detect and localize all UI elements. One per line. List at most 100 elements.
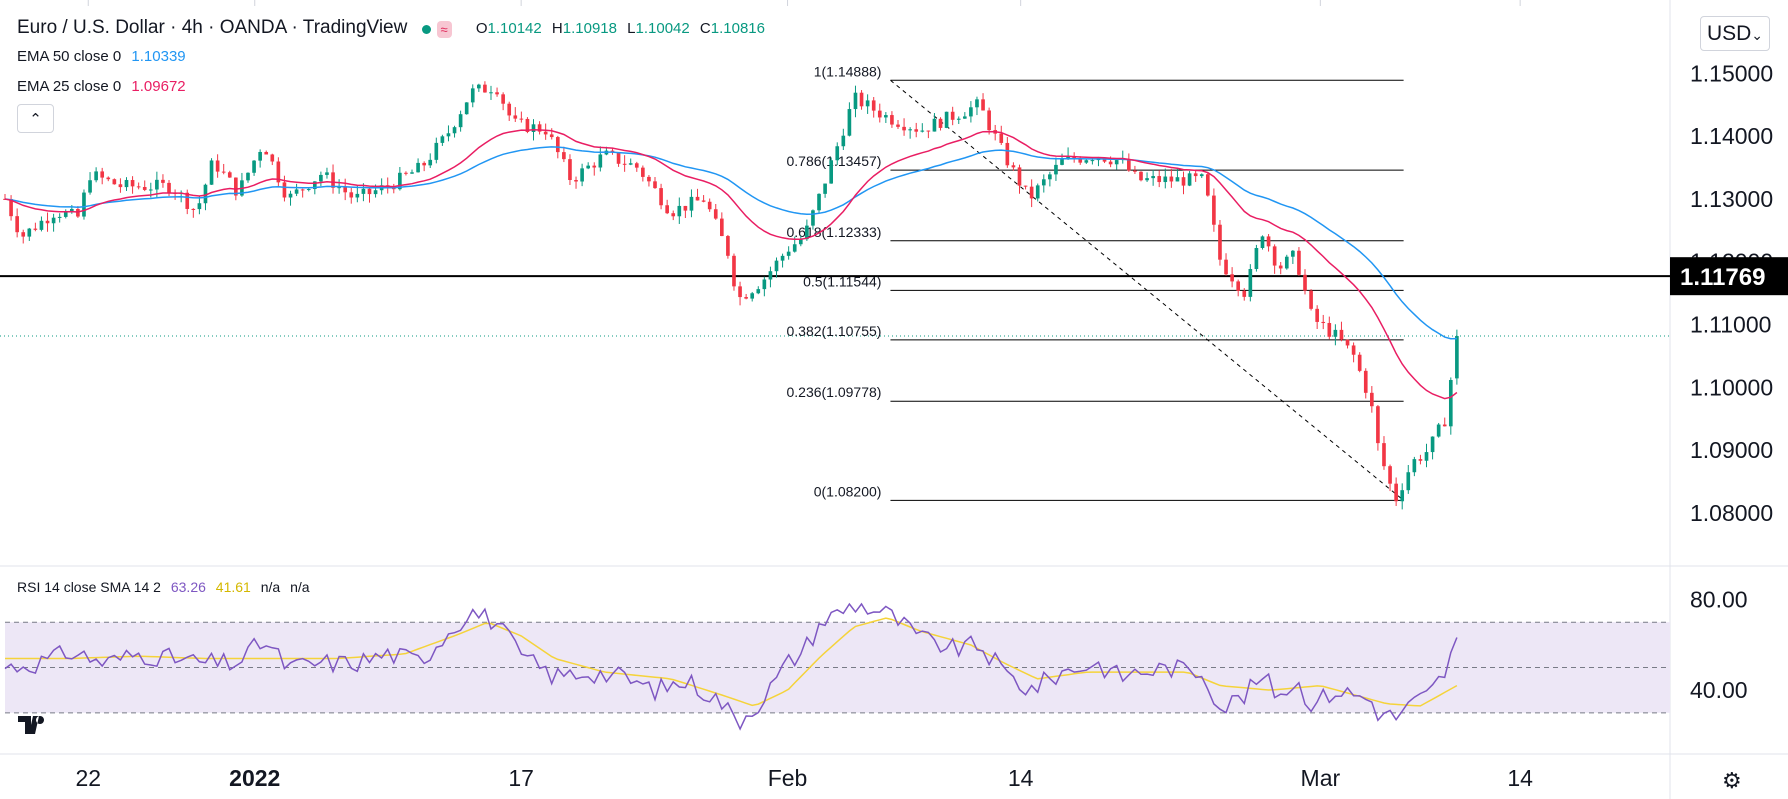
candle-body	[956, 118, 961, 120]
market-open-dot	[421, 24, 431, 34]
candle-body	[94, 171, 98, 181]
candle-body	[1066, 156, 1070, 159]
candle-body	[483, 84, 487, 93]
candle-body	[124, 180, 129, 188]
candle-body	[306, 189, 311, 191]
candle-body	[1187, 173, 1192, 186]
candle-body	[1181, 177, 1186, 186]
candle-body	[841, 135, 846, 147]
candle-body	[1260, 236, 1265, 248]
candle-body	[1108, 161, 1113, 165]
candle-body	[659, 188, 663, 206]
fib-level-label: 0.786(1.13457)	[786, 153, 881, 169]
candle-body	[33, 228, 38, 230]
candle-body	[1175, 177, 1180, 182]
horizontal-level-label: 1.11769	[1680, 264, 1765, 291]
candle-body	[9, 199, 13, 217]
candle-body	[155, 179, 159, 190]
candle-body	[373, 190, 378, 195]
candle-body	[1218, 224, 1222, 260]
price-axis-tick-label: 1.11000	[1690, 311, 1771, 337]
fib-level-label: 0.236(1.09778)	[786, 384, 881, 400]
currency-label: USD	[1706, 22, 1752, 45]
candle-body	[823, 183, 827, 194]
candle-body	[622, 163, 627, 165]
rsi-legend[interactable]: RSI 14 close SMA 14 2 63.26 41.61 n/a n/…	[17, 579, 316, 595]
candle-body	[987, 110, 991, 131]
symbol-title[interactable]: Euro / U.S. Dollar · 4h · OANDA · Tradin…	[17, 17, 408, 38]
candle-body	[1254, 247, 1259, 270]
candle-body	[88, 180, 92, 193]
ohlc-close-key: C	[699, 20, 711, 37]
candle-body	[1315, 308, 1319, 322]
candle-body	[792, 244, 797, 252]
candle-body	[1035, 185, 1040, 199]
candle-body	[726, 236, 730, 256]
ema50-legend[interactable]: EMA 50 close 0 1.10339	[17, 48, 192, 65]
currency-select[interactable]: USD⌄	[1700, 16, 1770, 51]
price-axis-tick-label: 1.15000	[1690, 60, 1773, 86]
price-axis-tick-label: 1.13000	[1690, 186, 1773, 212]
candle-body	[586, 165, 591, 169]
rsi-na-2: n/a	[290, 579, 310, 595]
candle-body	[513, 115, 518, 119]
candle-body	[1114, 160, 1119, 165]
candle-body	[1309, 290, 1313, 309]
candle-body	[1333, 329, 1338, 337]
candle-body	[15, 216, 19, 233]
price-axis-tick-label: 1.08000	[1690, 500, 1773, 526]
candle-body	[1345, 339, 1350, 346]
candle-body	[422, 162, 426, 166]
candle-body	[902, 126, 906, 131]
candle-body	[574, 180, 578, 182]
ohlc-high-key: H	[551, 20, 563, 37]
candle-body	[1424, 452, 1429, 461]
candle-body	[1029, 186, 1034, 199]
candle-body	[27, 228, 32, 237]
candle-body	[1090, 160, 1095, 162]
candle-body	[343, 187, 348, 193]
candle-body	[543, 131, 548, 135]
candle-body	[689, 196, 694, 211]
candle-body	[1303, 274, 1307, 291]
candle-body	[738, 286, 742, 298]
candle-body	[653, 181, 657, 189]
candle-body	[464, 102, 469, 115]
collapse-legend-button[interactable]: ⌃	[17, 104, 54, 133]
candle-body	[1224, 259, 1228, 275]
candle-body	[671, 213, 676, 217]
candle-body	[938, 118, 943, 128]
candle-body	[319, 174, 323, 182]
candle-body	[100, 171, 105, 178]
candle-body	[999, 133, 1004, 143]
symbol-legend[interactable]: Euro / U.S. Dollar · 4h · OANDA · Tradin…	[17, 17, 777, 39]
candle-body	[51, 217, 56, 224]
candle-body	[1406, 472, 1411, 491]
candle-body	[932, 118, 937, 132]
candle-body	[805, 225, 809, 240]
candle-body	[1442, 424, 1447, 427]
rsi-sma-value: 41.61	[215, 579, 251, 595]
candle-body	[944, 111, 949, 128]
candle-body	[683, 205, 688, 211]
candle-body	[300, 189, 305, 191]
ema25-legend[interactable]: EMA 25 close 0 1.09672	[17, 78, 192, 95]
candle-body	[495, 92, 499, 95]
candle-body	[920, 130, 925, 132]
candle-body	[106, 177, 111, 180]
candle-body	[780, 255, 785, 261]
ohlc-values: O1.10142 H1.10918 L1.10042 C1.10816	[476, 20, 771, 37]
candle-body	[1011, 165, 1016, 168]
tradingview-logo-icon[interactable]	[18, 714, 52, 742]
candle-body	[786, 251, 791, 256]
candle-body	[21, 232, 26, 237]
gear-icon[interactable]: ⚙	[1722, 768, 1742, 793]
candle-body	[161, 179, 165, 183]
time-axis-tick-label: 22	[75, 765, 101, 791]
fib-level-label: 0.618(1.12333)	[786, 224, 881, 240]
candle-body	[452, 127, 457, 134]
candle-body	[1430, 436, 1435, 453]
candle-body	[246, 172, 250, 181]
candle-body	[1163, 176, 1168, 183]
